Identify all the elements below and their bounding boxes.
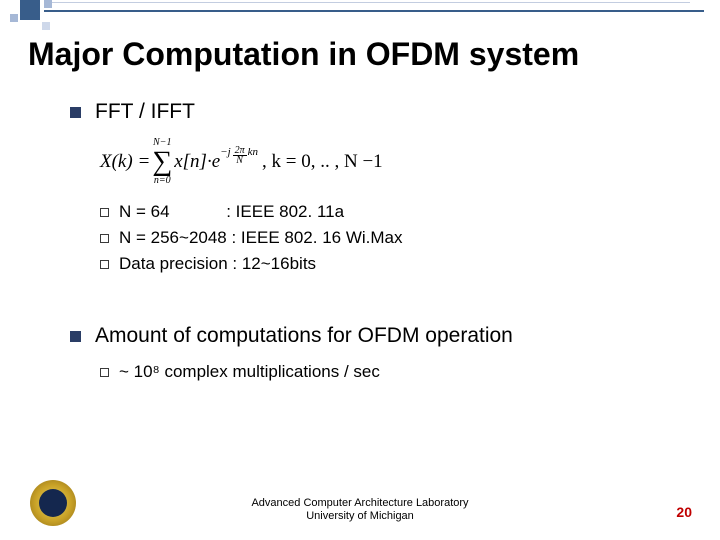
bullet-square-icon [70,107,81,118]
deco-square-small [44,0,52,8]
bullet-level1: FFT / IFFT [70,100,660,124]
slide-body-section-2: Amount of computations for OFDM operatio… [70,324,670,388]
bullet-text: ~ 10⁸ complex multiplications / sec [119,362,380,382]
bullet-level2: ~ 10⁸ complex multiplications / sec [100,362,670,382]
slide-title: Major Computation in OFDM system [28,36,579,73]
formula-inside: x[n]·e [174,151,220,173]
deco-line-light [50,2,690,3]
footer-line1: Advanced Computer Architecture Laborator… [0,497,720,511]
bullet-text: Amount of computations for OFDM operatio… [95,324,513,348]
bullet-text: Data precision : 12~16bits [119,254,316,274]
slide-top-decoration [0,0,720,18]
footer-line2: University of Michigan [0,510,720,524]
sum-lower: n=0 [154,176,171,186]
slide-footer: Advanced Computer Architecture Laborator… [0,497,720,525]
dft-formula: X(k) = N−1 ∑ n=0 x[n]·e −j 2π N kn , k =… [100,138,660,186]
bullet-hollow-square-icon [100,368,109,377]
summation-symbol: N−1 ∑ n=0 [152,138,172,186]
slide-body-section-1: FFT / IFFT X(k) = N−1 ∑ n=0 x[n]·e −j 2π… [70,100,660,280]
deco-square-small [42,22,50,30]
bullet-hollow-square-icon [100,260,109,269]
bullet-text: N = 256~2048 : IEEE 802. 16 Wi.Max [119,228,403,248]
exp-suffix: kn [248,146,258,158]
deco-square-large [20,0,40,20]
bullet-level1: Amount of computations for OFDM operatio… [70,324,670,348]
exp-prefix: −j [220,146,230,158]
deco-line-dark [44,10,704,12]
bullet-level2: Data precision : 12~16bits [100,254,660,274]
bullet-square-icon [70,331,81,342]
exp-numerator: 2π [233,146,247,156]
bullet-hollow-square-icon [100,234,109,243]
exp-fraction: 2π N [233,146,247,165]
bullet-text: N = 64 : IEEE 802. 11a [119,202,344,222]
formula-tail: , k = 0, .. , N −1 [262,151,383,173]
deco-square-small [10,14,18,22]
page-number: 20 [676,504,692,520]
exp-denominator: N [233,156,247,165]
formula-lhs: X(k) = [100,151,150,173]
bullet-text: FFT / IFFT [95,100,195,124]
bullet-level2: N = 256~2048 : IEEE 802. 16 Wi.Max [100,228,660,248]
bullet-hollow-square-icon [100,208,109,217]
bullet-level2: N = 64 : IEEE 802. 11a [100,202,660,222]
